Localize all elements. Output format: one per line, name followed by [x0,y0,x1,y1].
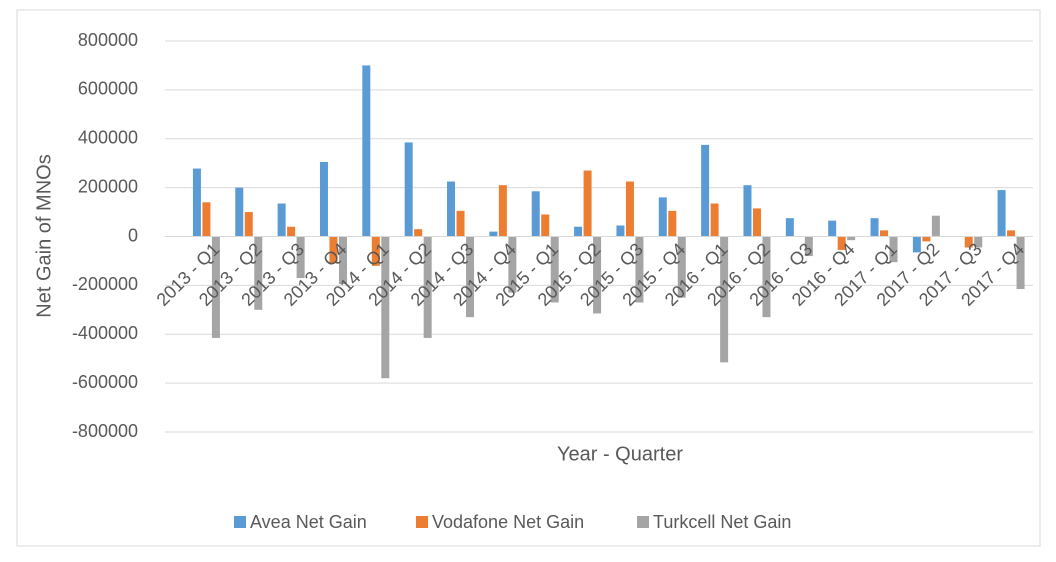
bar [889,236,898,263]
y-tick-label: -600000 [72,372,138,392]
bar [254,236,263,310]
bar [635,236,644,303]
bar [414,229,423,237]
bar [1007,230,1016,237]
bar [997,190,1006,237]
bar [319,161,328,237]
bar [616,225,625,237]
bar [593,236,602,314]
bar [837,236,846,250]
bar [244,212,253,237]
bar [498,185,507,237]
legend-swatch [637,516,649,528]
bar [743,185,752,237]
bar [931,215,940,237]
bar [785,218,794,237]
bar [287,226,296,237]
bar [277,203,286,237]
y-tick-label: -200000 [72,274,138,294]
legend-label: Turkcell Net Gain [653,512,791,532]
legend-label: Avea Net Gain [250,512,367,532]
bar [329,236,338,264]
legend-label: Vodafone Net Gain [432,512,584,532]
bar [404,142,413,237]
bar [296,236,305,279]
bar [922,236,931,242]
y-tick-label: 800000 [78,30,138,50]
bar [235,187,244,237]
y-axis-title: Net Gain of MNOs [33,154,55,317]
bar [668,210,677,237]
bar [192,168,201,237]
bar [677,236,686,298]
y-tick-label: 0 [128,225,138,245]
bar [828,220,837,237]
y-tick-label: 200000 [78,176,138,196]
bar [550,236,559,303]
bar [625,181,634,237]
bar [508,236,517,293]
chart-border [16,9,1041,547]
bar [658,197,667,237]
bar [701,144,710,237]
bar [371,236,380,266]
bar [847,236,856,241]
bar [381,236,390,379]
bar [710,203,719,237]
y-tick-label: 400000 [78,128,138,148]
bar [447,181,456,237]
legend-swatch [416,516,428,528]
y-tick-label: -400000 [72,323,138,343]
bar [583,170,592,237]
bar [574,226,583,237]
bar [338,236,347,285]
bar [456,210,465,237]
bar [720,236,729,363]
bar [202,202,211,237]
bar [752,208,761,237]
bar [964,236,973,248]
y-tick-label: 600000 [78,79,138,99]
x-axis-title: Year - Quarter [557,443,683,465]
legend-swatch [234,516,246,528]
bar [804,236,813,257]
bar [762,236,771,318]
bar [974,236,983,248]
bar [1016,236,1025,290]
bar [489,231,498,237]
bar [362,65,371,237]
bar [541,214,550,237]
bar [211,236,220,338]
bar [466,236,475,318]
bar [880,230,889,237]
bar [531,191,540,237]
y-tick-label: -800000 [72,421,138,441]
bar [870,218,879,237]
bar [423,236,432,338]
bar [912,236,921,253]
